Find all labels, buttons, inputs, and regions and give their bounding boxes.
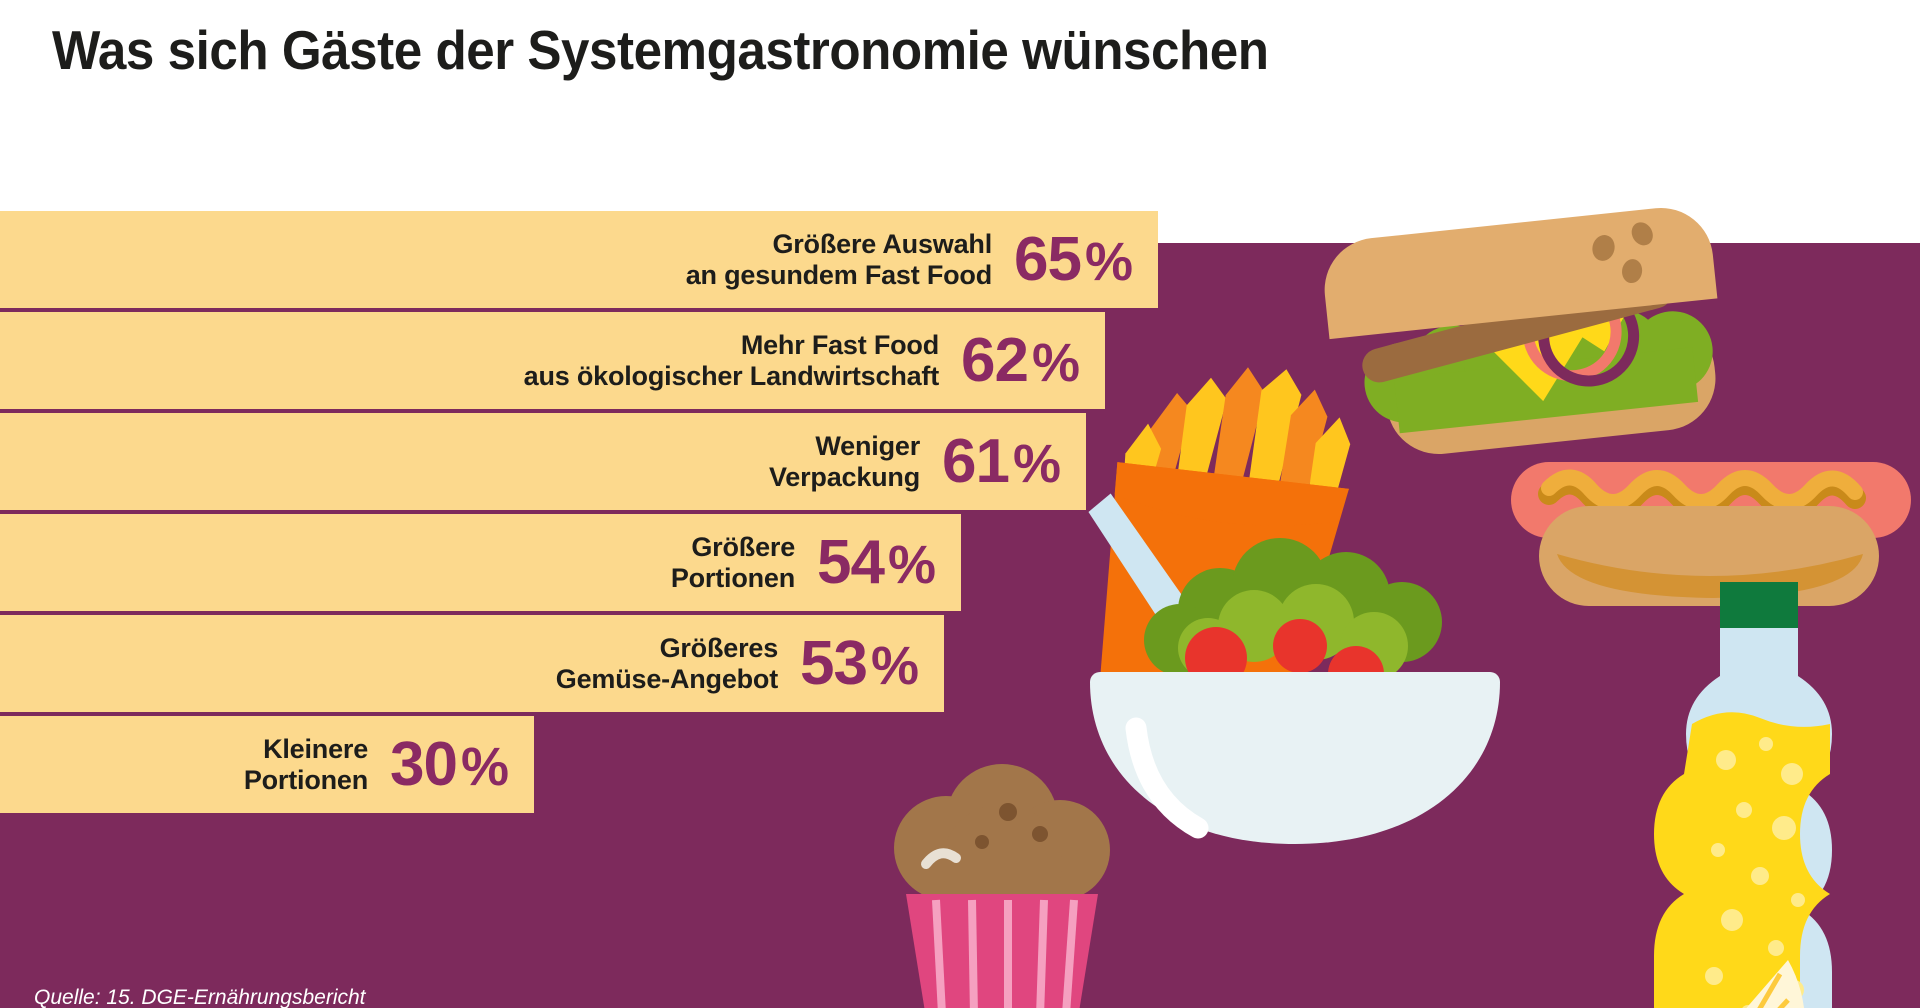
bar-label: Kleinere Portionen bbox=[243, 734, 369, 795]
bar-value: 65% bbox=[1014, 228, 1133, 292]
bar-label: Größere Portionen bbox=[670, 532, 796, 593]
percent-sign: % bbox=[1031, 332, 1080, 393]
bar-label: Größeres Gemüse-Angebot bbox=[555, 633, 779, 694]
bar-label: Mehr Fast Food aus ökologischer Landwirt… bbox=[523, 330, 940, 391]
bar-value-number: 61 bbox=[942, 426, 1010, 496]
bar-value-number: 65 bbox=[1014, 224, 1082, 294]
bar-value-number: 54 bbox=[817, 527, 885, 597]
source-note: Quelle: 15. DGE-Ernährungsbericht bbox=[34, 986, 366, 1008]
bar-value-number: 62 bbox=[961, 325, 1029, 395]
percent-sign: % bbox=[887, 534, 936, 595]
bar-row[interactable]: Größere Auswahl an gesundem Fast Food 65… bbox=[0, 211, 1158, 308]
bar-value-number: 53 bbox=[800, 628, 868, 698]
bar-chart: Größere Auswahl an gesundem Fast Food 65… bbox=[0, 211, 1300, 817]
bar-row[interactable]: Größere Portionen 54% bbox=[0, 514, 961, 611]
bar-value-number: 30 bbox=[390, 729, 458, 799]
bar-value: 53% bbox=[800, 632, 919, 696]
bar-value: 54% bbox=[817, 531, 936, 595]
bar-value: 30% bbox=[390, 733, 509, 797]
percent-sign: % bbox=[460, 736, 509, 797]
percent-sign: % bbox=[1084, 231, 1133, 292]
bar-value: 62% bbox=[961, 329, 1080, 393]
bar-row[interactable]: Kleinere Portionen 30% bbox=[0, 716, 534, 813]
bar-label: Größere Auswahl an gesundem Fast Food bbox=[685, 229, 993, 290]
bar-label: Weniger Verpackung bbox=[768, 431, 921, 492]
page-title: Was sich Gäste der Systemgastronomie wün… bbox=[52, 19, 1269, 81]
bar-row[interactable]: Mehr Fast Food aus ökologischer Landwirt… bbox=[0, 312, 1105, 409]
bar-row[interactable]: Größeres Gemüse-Angebot 53% bbox=[0, 615, 944, 712]
percent-sign: % bbox=[1012, 433, 1061, 494]
percent-sign: % bbox=[870, 635, 919, 696]
bar-row[interactable]: Weniger Verpackung 61% bbox=[0, 413, 1086, 510]
bar-value: 61% bbox=[942, 430, 1061, 494]
